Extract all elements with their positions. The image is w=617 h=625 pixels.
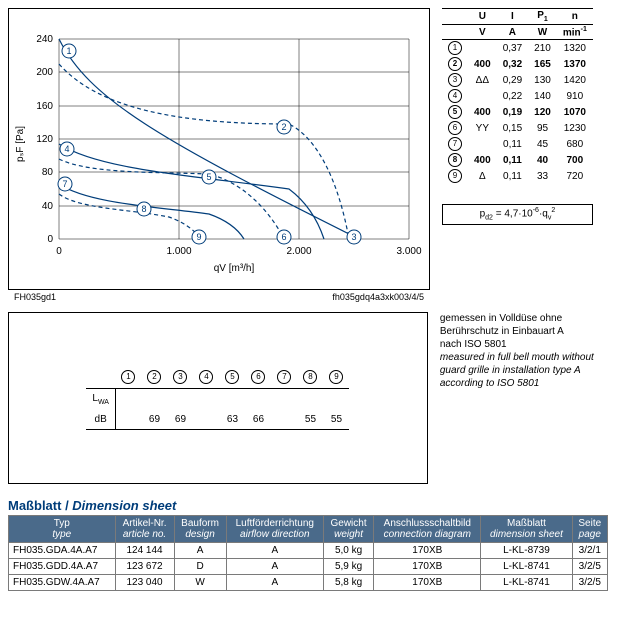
svg-text:1.000: 1.000 — [166, 246, 191, 257]
svg-text:40: 40 — [42, 201, 54, 212]
dim-header: Luftförderrichtungairflow direction — [226, 516, 323, 543]
spec-row: 9Δ0,1133720 — [442, 168, 593, 184]
svg-text:6: 6 — [281, 232, 286, 242]
svg-text:120: 120 — [36, 134, 53, 145]
svg-text:0: 0 — [47, 234, 53, 245]
measure-en2: guard grille in installation type A — [440, 364, 609, 377]
dim-header: Gewichtweight — [323, 516, 373, 543]
dimension-table: TyptypeArtikel-Nr.article no.Bauformdesi… — [8, 515, 608, 591]
spec-row: 54000,191201070 — [442, 104, 593, 120]
svg-text:2: 2 — [281, 122, 286, 132]
spec-row: 24000,321651370 — [442, 56, 593, 72]
measure-en3: according to ISO 5801 — [440, 377, 609, 390]
spec-row: 70,1145680 — [442, 136, 593, 152]
measure-text: gemessen in Volldüse ohne Berührschutz i… — [440, 312, 609, 390]
noise-box: 123456789 LWA dB696963665555 — [8, 312, 428, 484]
svg-text:0: 0 — [56, 246, 62, 257]
noise-table: 123456789 LWA dB696963665555 — [86, 366, 349, 431]
dim-header: Bauformdesign — [174, 516, 226, 543]
dim-row: FH035.GDW.4A.A7123 040WA5,8 kg170XBL-KL-… — [9, 575, 608, 591]
dim-header: Maßblattdimension sheet — [481, 516, 572, 543]
spec-row: 84000,1140700 — [442, 152, 593, 168]
section-title: Maßblatt / Dimension sheet — [8, 498, 609, 513]
svg-text:7: 7 — [62, 179, 67, 189]
svg-text:8: 8 — [141, 204, 146, 214]
measure-en1: measured in full bell mouth without — [440, 351, 609, 364]
spec-row: 6YY0,15951230 — [442, 120, 593, 136]
dim-row: FH035.GDD.4A.A7123 672DA5,9 kg170XBL-KL-… — [9, 559, 608, 575]
section-en: Dimension sheet — [72, 498, 176, 513]
svg-text:2.000: 2.000 — [286, 246, 311, 257]
dim-header: Seitepage — [572, 516, 607, 543]
spec-row: 10,372101320 — [442, 40, 593, 57]
svg-text:3.000: 3.000 — [396, 246, 421, 257]
dim-header: Typtype — [9, 516, 116, 543]
dim-header: Artikel-Nr.article no. — [115, 516, 174, 543]
chart-svg: 0 40 80 120 160 200 240 0 1.000 2.000 3.… — [9, 9, 429, 289]
svg-text:80: 80 — [42, 167, 54, 178]
measure-de3: nach ISO 5801 — [440, 338, 609, 351]
spec-row: 3ΔΔ0,291301420 — [442, 72, 593, 88]
svg-text:9: 9 — [196, 232, 201, 242]
svg-text:240: 240 — [36, 34, 53, 45]
svg-text:4: 4 — [64, 144, 69, 154]
chart-footer-right: fh035gdq4a3xk003/4/5 — [332, 292, 424, 302]
svg-text:5: 5 — [206, 172, 211, 182]
performance-chart: 0 40 80 120 160 200 240 0 1.000 2.000 3.… — [8, 8, 430, 290]
section-de: Maßblatt — [8, 498, 61, 513]
svg-text:3: 3 — [351, 232, 356, 242]
measure-de2: Berührschutz in Einbauart A — [440, 325, 609, 338]
dim-header: Anschlussschaltbildconnection diagram — [374, 516, 481, 543]
measure-de1: gemessen in Volldüse ohne — [440, 312, 609, 325]
noise-unit: dB — [86, 410, 115, 430]
ylabel: pₛF [Pa] — [15, 126, 26, 162]
chart-footer-left: FH035gd1 — [14, 292, 56, 302]
svg-text:200: 200 — [36, 67, 53, 78]
xlabel: qV [m³/h] — [214, 263, 255, 274]
dim-row: FH035.GDA.4A.A7124 144AA5,0 kg170XBL-KL-… — [9, 543, 608, 559]
svg-text:160: 160 — [36, 101, 53, 112]
formula-box: pd2 = 4,7·10-6·qv2 — [442, 204, 593, 224]
svg-text:1: 1 — [66, 46, 71, 56]
spec-row: 40,22140910 — [442, 88, 593, 104]
spec-table: UIP1n VAWmin-1 10,37210132024000,3216513… — [442, 8, 593, 184]
